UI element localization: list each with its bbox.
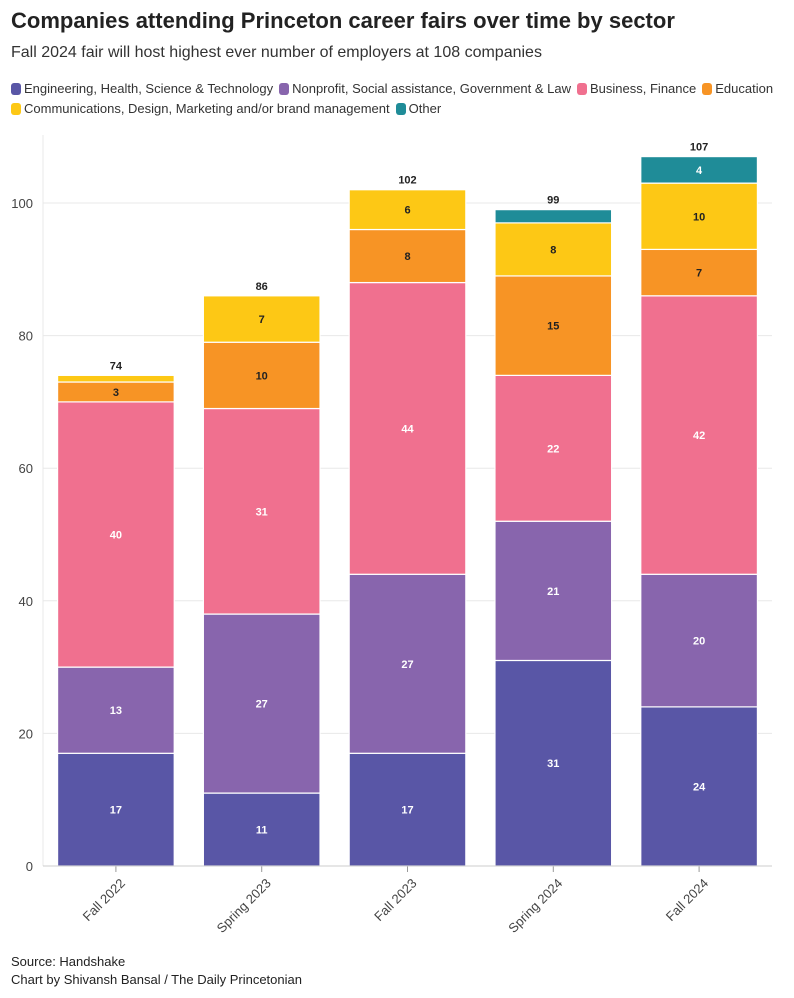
legend-item: Education [702, 80, 773, 98]
bar-segment [202, 295, 321, 343]
data-label: 3 [113, 387, 119, 399]
bar-segment [494, 275, 613, 376]
total-label: 102 [398, 175, 416, 187]
legend-swatch [395, 103, 406, 115]
y-tick-label: 60 [19, 461, 33, 476]
bar-segment [348, 752, 467, 867]
legend-swatch [11, 103, 21, 115]
bar-segment [202, 792, 321, 867]
data-label: 7 [259, 314, 265, 326]
data-label: 4 [696, 165, 703, 177]
y-tick-label: 20 [19, 726, 33, 741]
bar-segment [640, 295, 759, 575]
legend-item: Engineering, Health, Science & Technolog… [11, 80, 273, 98]
bar-segment [494, 222, 613, 277]
legend-swatch [11, 83, 21, 95]
data-label: 8 [550, 244, 556, 256]
data-label: 27 [401, 659, 413, 671]
y-tick-label: 40 [19, 594, 33, 609]
legend-swatch [577, 83, 588, 95]
data-label: 22 [547, 443, 559, 455]
x-tick-label: Spring 2024 [505, 876, 565, 936]
x-tick-label: Fall 2022 [80, 876, 128, 924]
chart-legend: Engineering, Health, Science & Technolog… [11, 80, 781, 120]
legend-label: Business, Finance [590, 81, 697, 96]
data-label: 21 [547, 586, 559, 598]
y-tick-label: 100 [11, 196, 33, 211]
legend-item: Other [395, 100, 442, 118]
chart-subtitle: Fall 2024 fair will host highest ever nu… [11, 44, 542, 61]
data-label: 42 [693, 430, 705, 442]
legend-label: Engineering, Health, Science & Technolog… [24, 81, 274, 96]
x-tick-label: Spring 2023 [214, 876, 274, 936]
data-label: 8 [404, 251, 410, 263]
legend-label: Education [715, 81, 774, 96]
total-label: 74 [110, 360, 123, 372]
legend-swatch [279, 83, 290, 95]
data-label: 6 [404, 205, 410, 217]
data-label: 13 [110, 705, 122, 717]
bar-segment [348, 228, 467, 284]
bar-segment [348, 189, 467, 231]
bar-segment [640, 182, 759, 251]
chart-footer: Source: Handshake Chart by Shivansh Bans… [11, 953, 302, 989]
legend-item: Business, Finance [577, 80, 696, 98]
bar-segment [494, 659, 613, 867]
data-label: 24 [693, 781, 706, 793]
chart-title: Companies attending Princeton career fai… [11, 8, 675, 33]
y-tick-label: 80 [19, 329, 33, 344]
data-label: 31 [256, 506, 268, 518]
data-label: 27 [256, 699, 268, 711]
y-tick-label: 0 [26, 859, 33, 874]
x-tick-label: Fall 2024 [663, 876, 711, 924]
legend-label: Communications, Design, Marketing and/or… [24, 101, 390, 116]
bar-segment [56, 666, 175, 754]
legend-label: Nonprofit, Social assistance, Government… [292, 81, 572, 96]
data-label: 11 [256, 825, 268, 837]
bar-segment [640, 248, 759, 297]
bar-segment [202, 613, 321, 794]
data-label: 31 [547, 758, 559, 770]
bar-segment [494, 209, 613, 224]
bar-segment [56, 752, 175, 867]
total-label: 99 [547, 195, 559, 207]
bar-segment [494, 374, 613, 522]
x-tick-label: Fall 2023 [371, 876, 419, 924]
data-label: 10 [256, 370, 268, 382]
data-label: 7 [696, 268, 702, 280]
legend-item: Communications, Design, Marketing and/or… [11, 100, 390, 118]
bar-segment [56, 401, 175, 668]
legend-label: Other [408, 101, 442, 116]
data-label: 17 [110, 805, 122, 817]
bar-segment [640, 706, 759, 867]
total-label: 86 [256, 281, 268, 293]
bar-segment [494, 520, 613, 662]
credit-note: Chart by Shivansh Bansal / The Daily Pri… [11, 972, 302, 987]
bar-segment [56, 374, 175, 383]
bar-segment [202, 407, 321, 615]
bar-segment [348, 573, 467, 754]
bar-segment [640, 155, 759, 184]
data-label: 40 [110, 530, 122, 542]
source-note: Source: Handshake [11, 954, 126, 969]
data-label: 17 [401, 805, 413, 817]
bar-segment [348, 281, 467, 575]
bar-segment [640, 573, 759, 708]
data-label: 20 [693, 636, 705, 648]
legend-swatch [702, 83, 713, 95]
total-label: 107 [690, 142, 708, 154]
data-label: 44 [401, 423, 414, 435]
data-label: 15 [547, 321, 559, 333]
legend-item: Nonprofit, Social assistance, Government… [279, 80, 571, 98]
bar-segment [202, 341, 321, 410]
data-label: 10 [693, 211, 705, 223]
